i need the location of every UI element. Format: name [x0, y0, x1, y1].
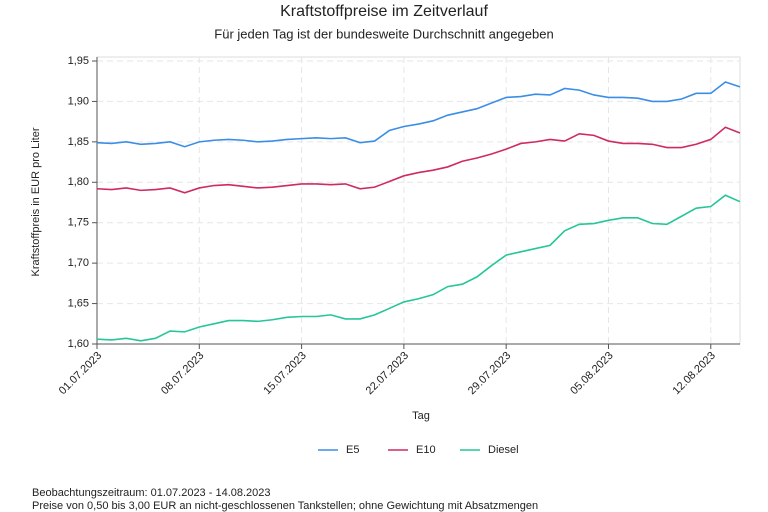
legend-label: E10 [416, 444, 436, 456]
y-tick-label: 1,90 [68, 95, 89, 107]
chart-title: Kraftstoffpreise im Zeitverlauf [280, 3, 488, 20]
y-tick-label: 1,80 [68, 176, 89, 188]
note: Preise von 0,50 bis 3,00 EUR an nicht-ge… [32, 500, 538, 512]
chart-subtitle: Für jeden Tag ist der bundesweite Durchs… [214, 26, 553, 41]
legend-label: E5 [346, 444, 359, 456]
y-tick-label: 1,70 [68, 257, 89, 269]
y-tick-label: 1,60 [68, 338, 89, 350]
y-tick-label: 1,75 [68, 217, 89, 229]
x-axis-label: Tag [412, 410, 430, 422]
series-line [96, 194, 741, 342]
series-line [96, 126, 741, 194]
y-axis-label: Kraftstoffpreis in EUR pro Liter [30, 127, 42, 276]
legend-label: Diesel [488, 444, 519, 456]
y-tick-label: 1,95 [68, 55, 89, 67]
y-tick-label: 1,85 [68, 136, 89, 148]
note: Beobachtungszeitraum: 01.07.2023 - 14.08… [32, 487, 271, 499]
y-tick-label: 1,65 [68, 297, 89, 309]
series-line [96, 81, 741, 148]
